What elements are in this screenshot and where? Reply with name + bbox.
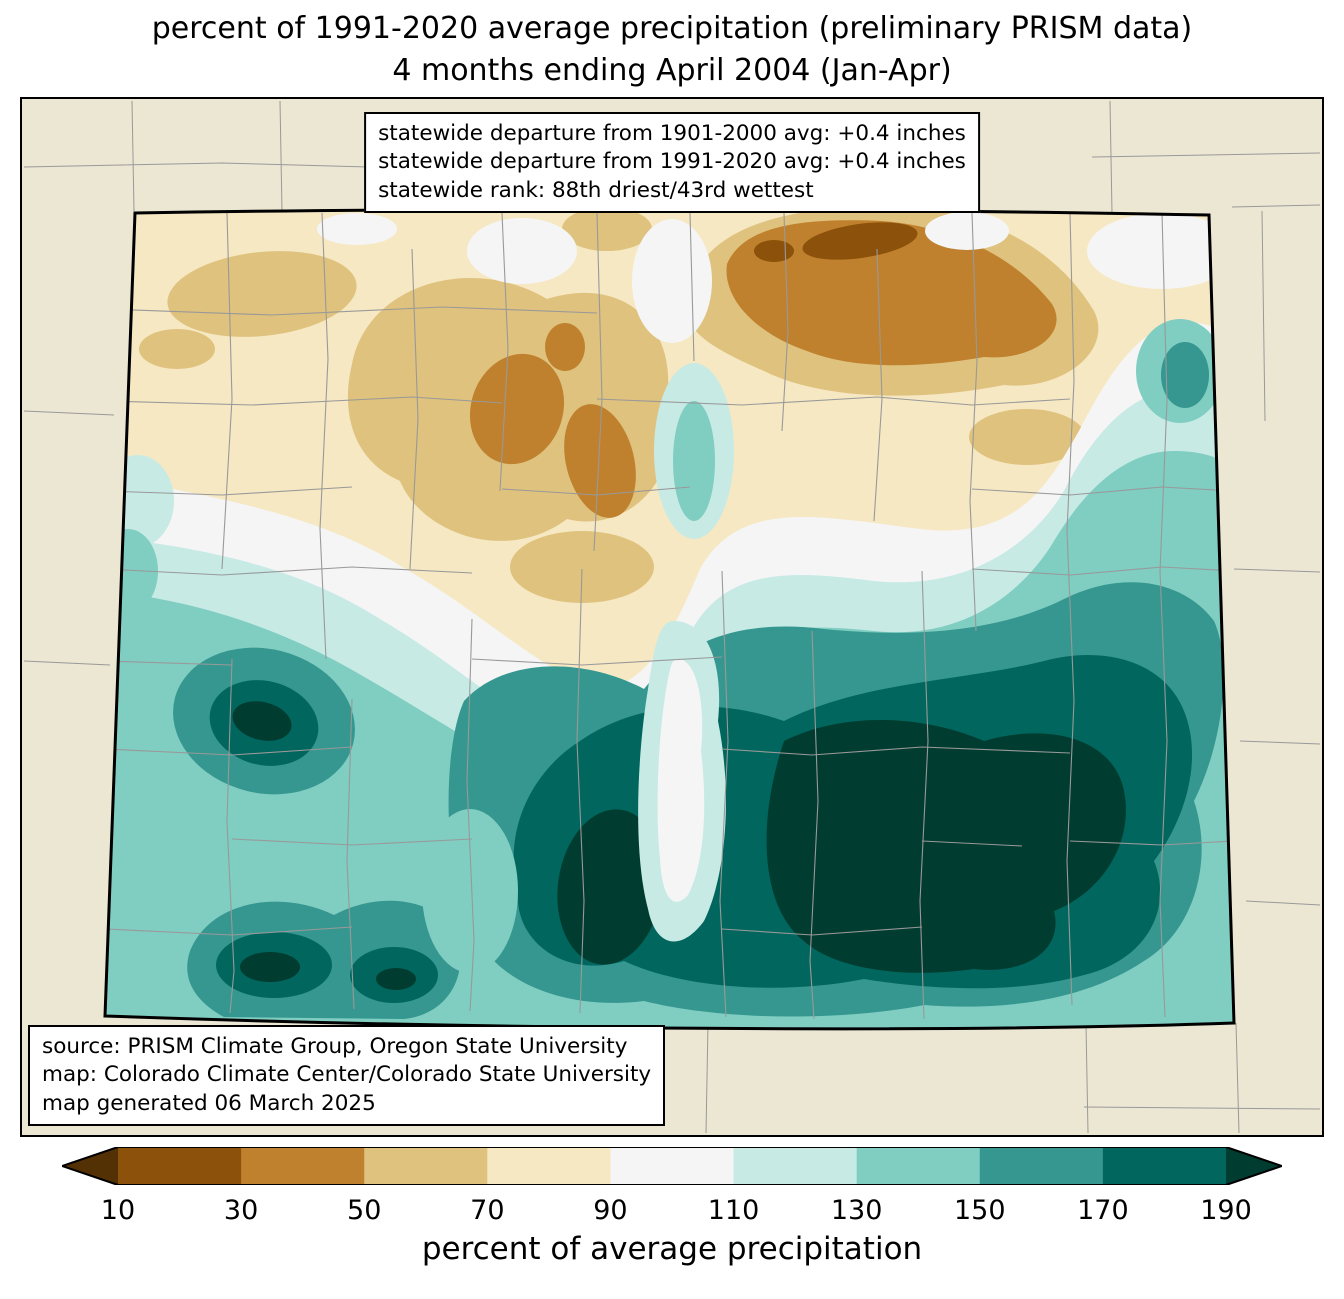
colorbar-gradient-bar — [58, 1146, 1286, 1186]
colorbar-tick-30: 30 — [223, 1195, 259, 1226]
colorbar-tick-50: 50 — [347, 1195, 382, 1226]
colorbar-tick-labels: 10 30 50 70 90 110 130 150 170 190 — [62, 1189, 1282, 1229]
colorbar-axis-label: percent of average precipitation — [421, 1231, 923, 1267]
colorbar-segment-9 — [1102, 1147, 1227, 1185]
contour-10-30 — [754, 222, 918, 262]
colorbar-segments — [118, 1147, 1227, 1185]
colorbar-tick-130: 130 — [830, 1195, 883, 1226]
colorbar-tick-150: 150 — [953, 1195, 1006, 1226]
colorbar-tick-170: 170 — [1077, 1195, 1129, 1226]
colorbar-right-arrow — [1226, 1147, 1282, 1185]
source-line-3: map generated 06 March 2025 — [42, 1090, 376, 1116]
source-box: source: PRISM Climate Group, Oregon Stat… — [28, 1024, 666, 1126]
colorbar-tick-110: 110 — [707, 1195, 760, 1226]
colorbar-tick-190: 190 — [1200, 1195, 1252, 1226]
colorbar-tick-70: 70 — [470, 1195, 505, 1226]
colorbar-segment-6 — [733, 1147, 858, 1185]
page-title: percent of 1991-2020 average precipitati… — [0, 8, 1344, 92]
contour-fills — [105, 209, 1234, 1029]
colorbar-tick-90: 90 — [593, 1195, 628, 1226]
county-boundaries — [105, 212, 1234, 1020]
contour-over-190 — [232, 701, 1126, 990]
colorbar-segment-5 — [610, 1147, 735, 1185]
colorbar-segment-1 — [118, 1147, 242, 1185]
source-line-2: map: Colorado Climate Center/Colorado St… — [42, 1062, 652, 1088]
valley-lighter-overlay — [422, 621, 726, 973]
stats-line-2: statewide departure from 1991-2020 avg: … — [378, 149, 966, 175]
stats-line-1: statewide departure from 1901-2000 avg: … — [378, 121, 966, 146]
colorbar-segment-7 — [856, 1147, 981, 1185]
contour-30-50 — [469, 220, 1057, 518]
colorbar-tick-10: 10 — [100, 1195, 136, 1226]
title-line-1: percent of 1991-2020 average precipitati… — [151, 11, 1193, 46]
colorbar: 10 30 50 70 90 110 130 150 170 190 percent of ave… — [58, 1146, 1286, 1267]
colorbar-left-arrow — [62, 1147, 118, 1185]
colorado-precipitation-contour-map — [23, 100, 1321, 1134]
colorbar-segment-2 — [241, 1147, 365, 1185]
source-line-1: source: PRISM Climate Group, Oregon Stat… — [42, 1033, 628, 1059]
colorbar-segment-3 — [364, 1147, 488, 1185]
colorbar-segment-4 — [487, 1147, 612, 1185]
map-frame: statewide departure from 1901-2000 avg: … — [20, 97, 1324, 1137]
title-line-2: 4 months ending April 2004 (Jan-Apr) — [392, 53, 952, 88]
stats-box: statewide departure from 1901-2000 avg: … — [364, 112, 980, 214]
stats-line-3: statewide rank: 88th driest/43rd wettest — [378, 177, 814, 203]
colorbar-segment-8 — [979, 1147, 1104, 1185]
